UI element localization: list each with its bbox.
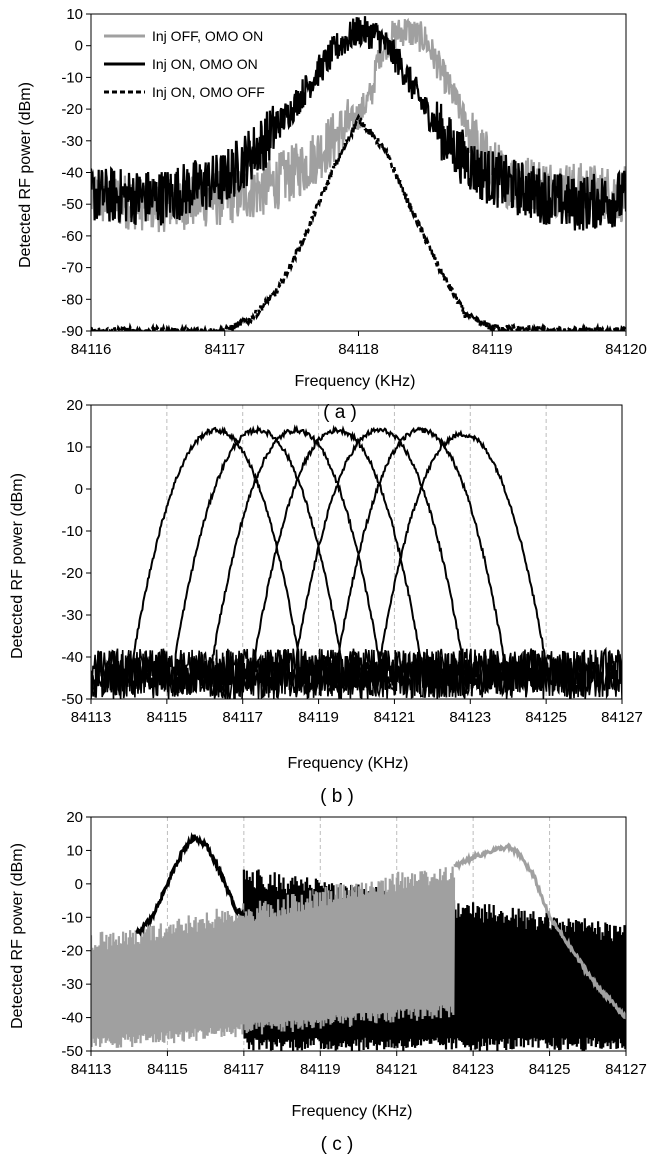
- y-tick-label: -80: [61, 291, 83, 308]
- x-axis-label-b: Frequency (KHz): [288, 755, 409, 772]
- x-tick-label: 84117: [222, 709, 263, 726]
- x-tick-label: 84120: [605, 341, 647, 358]
- series-group-b: [91, 424, 622, 699]
- plot-frame-b: [90, 404, 623, 700]
- legend-label: Inj OFF, OMO ON: [152, 28, 263, 44]
- y-tick-label: -30: [61, 976, 83, 993]
- y-tick-label: -30: [61, 607, 83, 624]
- y-tick-label: -50: [61, 1043, 83, 1060]
- y-tick-label: -10: [61, 69, 83, 86]
- peak-line: [215, 424, 460, 695]
- x-ticks-a: 84116 84117 84118 84119 84120: [71, 331, 647, 358]
- x-tick-label: 84119: [300, 1061, 341, 1078]
- x-axis-label-a: Frequency (KHz): [295, 373, 416, 390]
- peak-line: [298, 426, 544, 692]
- y-tick-label: 0: [75, 876, 83, 893]
- y-tick-label: 20: [66, 809, 83, 826]
- caption-c: ( c ): [321, 1134, 354, 1155]
- y-tick-label: -40: [61, 1010, 83, 1027]
- y-tick-label: -30: [61, 133, 83, 150]
- series-group-a: [91, 16, 626, 331]
- x-ticks-b: 84113 84115 84117 84119 84121 84123 84125 84127: [71, 699, 643, 726]
- y-tick-label: -20: [61, 565, 83, 582]
- y-tick-label: 10: [66, 842, 83, 859]
- caption-a: ( a ): [323, 402, 357, 423]
- legend-label: Inj ON, OMO ON: [152, 56, 258, 72]
- y-tick-label: -20: [61, 943, 83, 960]
- x-tick-label: 84117: [224, 1061, 265, 1078]
- y-tick-label: 20: [66, 397, 83, 414]
- y-tick-label: 10: [66, 6, 83, 23]
- x-ticks-c: 84113 84115 84117 84119 84121 84123 84125 84127: [71, 1051, 647, 1078]
- x-tick-label: 84113: [71, 1061, 112, 1078]
- y-tick-label: -40: [61, 649, 83, 666]
- x-tick-label: 84116: [71, 341, 112, 358]
- y-tick-label: -90: [61, 323, 83, 340]
- x-tick-label: 84117: [204, 341, 245, 358]
- x-tick-label: 84123: [449, 709, 491, 726]
- series-group-c: [91, 831, 626, 1051]
- y-tick-label: -50: [61, 196, 83, 213]
- y-tick-label: 0: [75, 38, 83, 55]
- caption-b: ( b ): [320, 786, 354, 807]
- y-tick-label: -10: [61, 523, 83, 540]
- legend-a: Inj OFF, OMO ON Inj ON, OMO ON Inj ON, OMO…: [104, 28, 265, 100]
- y-axis-label-b: Detected RF power (dBm): [9, 473, 26, 659]
- x-tick-label: 84115: [147, 1061, 188, 1078]
- y-axis-label-c: Detected RF power (dBm): [9, 843, 26, 1029]
- x-tick-label: 84127: [605, 1061, 647, 1078]
- plot-frame-c: [90, 816, 627, 1052]
- x-tick-label: 84118: [338, 341, 379, 358]
- y-tick-label: -50: [61, 691, 83, 708]
- x-tick-label: 84115: [147, 709, 188, 726]
- y-tick-label: -10: [61, 909, 83, 926]
- y-tick-label: 0: [75, 481, 83, 498]
- y-ticks-b: -50 -40 -30 -20 -10 0 10 20: [61, 397, 91, 708]
- y-ticks-c: -50 -40 -30 -20 -10 0 10 20: [61, 809, 91, 1060]
- x-tick-label: 84127: [601, 709, 643, 726]
- peak-line: [256, 426, 502, 694]
- y-tick-label: -60: [61, 228, 83, 245]
- y-tick-label: -40: [61, 165, 83, 182]
- x-tick-label: 84123: [452, 1061, 494, 1078]
- peak-line: [173, 424, 419, 694]
- x-tick-label: 84121: [374, 709, 416, 726]
- series-line: [91, 16, 626, 231]
- x-tick-label: 84125: [525, 709, 567, 726]
- x-tick-label: 84125: [529, 1061, 571, 1078]
- series-line: [91, 113, 626, 331]
- x-axis-label-c: Frequency (KHz): [292, 1103, 413, 1120]
- series-line: [135, 831, 246, 937]
- peak-line: [340, 429, 585, 694]
- y-ticks-a: -90 -80 -70 -60 -50 -40 -30 -20 -10 0 10: [61, 6, 91, 340]
- series-line: [453, 842, 626, 1020]
- x-tick-label: 84119: [472, 341, 513, 358]
- legend-label: Inj ON, OMO OFF: [152, 84, 265, 100]
- y-tick-label: -20: [61, 101, 83, 118]
- x-tick-label: 84119: [298, 709, 339, 726]
- y-tick-label: 10: [66, 439, 83, 456]
- x-tick-label: 84121: [376, 1061, 418, 1078]
- x-tick-label: 84113: [71, 709, 112, 726]
- peak-line: [135, 424, 381, 691]
- oscillation-line: [91, 866, 456, 1048]
- y-tick-label: -70: [61, 260, 83, 277]
- y-axis-label-a: Detected RF power (dBm): [17, 82, 34, 268]
